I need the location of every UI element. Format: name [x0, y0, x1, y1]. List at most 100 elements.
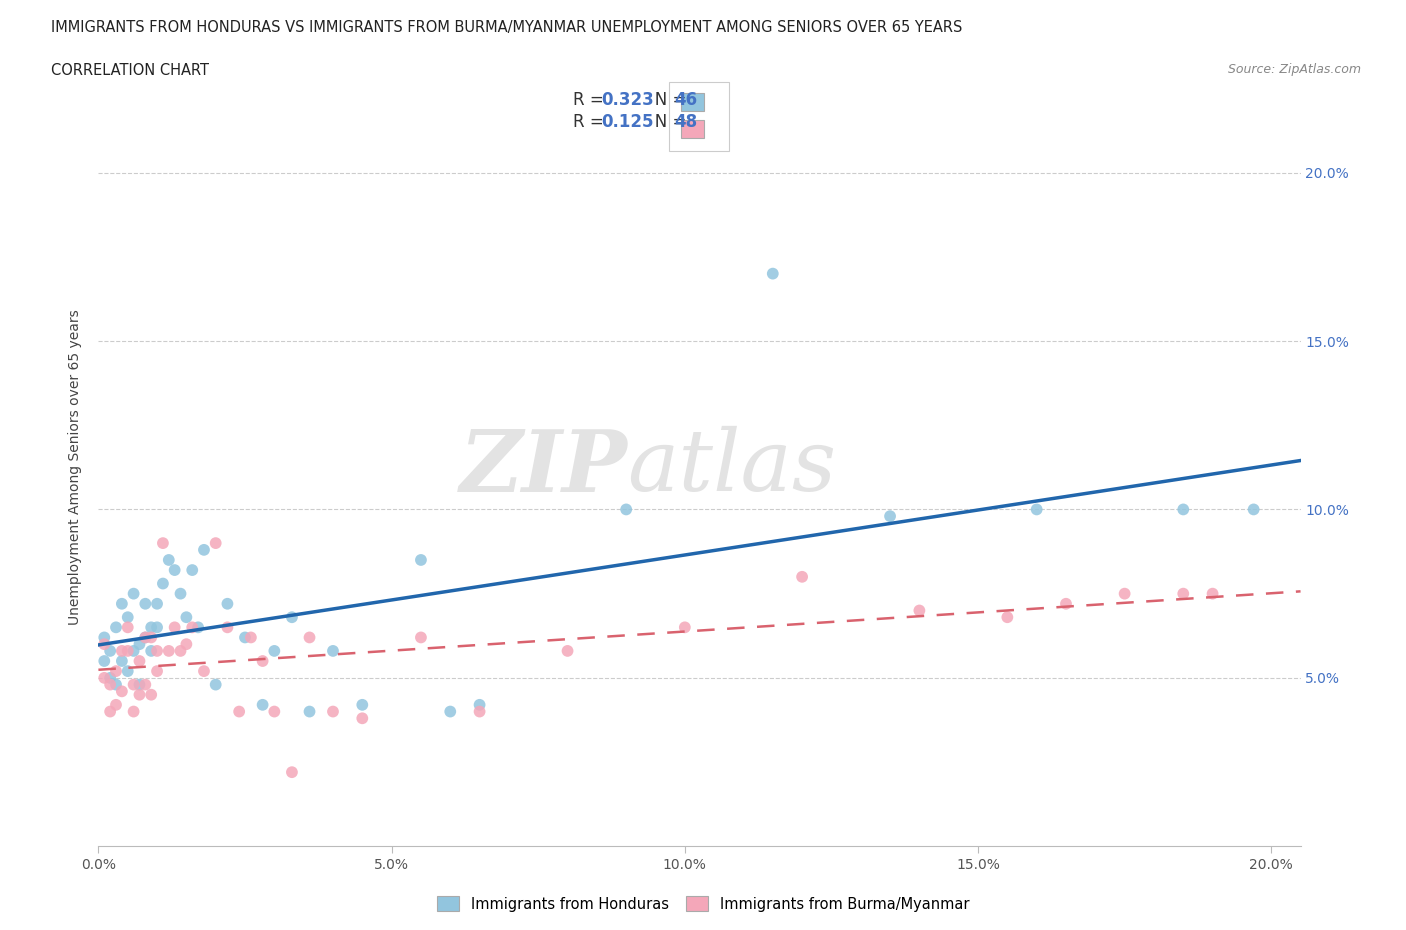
Point [908, 603, 931, 618]
Point [141, 644, 163, 658]
Point [1114, 586, 1136, 601]
Point [141, 620, 163, 635]
Point [134, 596, 156, 611]
Point [239, 630, 262, 644]
Point [122, 677, 145, 692]
Point [1243, 502, 1265, 517]
Point [169, 586, 191, 601]
Point [762, 266, 785, 281]
Point [163, 563, 186, 578]
Point [93, 654, 115, 669]
Point [105, 698, 128, 712]
Point [117, 620, 139, 635]
Point [141, 687, 163, 702]
Point [468, 698, 491, 712]
Point [217, 620, 239, 635]
Point [352, 711, 374, 725]
Point [352, 698, 374, 712]
Point [146, 596, 169, 611]
Point [233, 630, 256, 644]
Point [128, 637, 150, 652]
Point [439, 704, 461, 719]
Point [879, 509, 901, 524]
Legend: Immigrants from Honduras, Immigrants from Burma/Myanmar: Immigrants from Honduras, Immigrants fro… [430, 889, 976, 919]
Point [790, 569, 813, 584]
Point [141, 630, 163, 644]
Point [111, 644, 134, 658]
Point [98, 644, 121, 658]
Text: 46: 46 [675, 91, 697, 109]
Point [322, 704, 344, 719]
Point [111, 684, 134, 698]
Text: R =: R = [574, 91, 609, 109]
Text: ZIP: ZIP [460, 426, 627, 509]
Point [93, 630, 115, 644]
Point [105, 664, 128, 679]
Point [146, 644, 169, 658]
Point [105, 677, 128, 692]
Point [157, 552, 180, 567]
Text: IMMIGRANTS FROM HONDURAS VS IMMIGRANTS FROM BURMA/MYANMAR UNEMPLOYMENT AMONG SEN: IMMIGRANTS FROM HONDURAS VS IMMIGRANTS F… [51, 20, 962, 35]
Text: 0.125: 0.125 [600, 113, 654, 131]
Point [105, 620, 128, 635]
Point [1173, 502, 1195, 517]
Point [252, 654, 274, 669]
Text: 48: 48 [675, 113, 697, 131]
Point [181, 620, 204, 635]
Point [152, 536, 174, 551]
Point [281, 764, 304, 779]
Point [111, 654, 134, 669]
Point [468, 704, 491, 719]
Point [1025, 502, 1047, 517]
Point [298, 704, 321, 719]
Point [117, 664, 139, 679]
Point [673, 620, 696, 635]
Point [128, 654, 150, 669]
Point [152, 576, 174, 591]
Point [122, 644, 145, 658]
Point [93, 671, 115, 685]
Point [157, 644, 180, 658]
Point [995, 610, 1018, 625]
Point [409, 630, 432, 644]
Point [176, 610, 198, 625]
Legend: , : , [669, 82, 730, 151]
Text: 0.323: 0.323 [600, 91, 654, 109]
Text: atlas: atlas [627, 426, 837, 509]
Point [176, 637, 198, 652]
Point [409, 552, 432, 567]
Point [263, 704, 285, 719]
Point [228, 704, 250, 719]
Y-axis label: Unemployment Among Seniors over 65 years: Unemployment Among Seniors over 65 years [69, 310, 83, 625]
Point [93, 637, 115, 652]
Point [98, 677, 121, 692]
Point [252, 698, 274, 712]
Point [146, 620, 169, 635]
Point [134, 677, 156, 692]
Text: CORRELATION CHART: CORRELATION CHART [51, 63, 208, 78]
Point [98, 704, 121, 719]
Point [204, 677, 226, 692]
Point [169, 644, 191, 658]
Point [117, 610, 139, 625]
Point [193, 664, 215, 679]
Text: R =: R = [574, 113, 609, 131]
Text: Source: ZipAtlas.com: Source: ZipAtlas.com [1227, 63, 1361, 76]
Point [263, 644, 285, 658]
Point [134, 630, 156, 644]
Text: N =: N = [640, 113, 692, 131]
Point [1054, 596, 1077, 611]
Point [163, 620, 186, 635]
Point [181, 563, 204, 578]
Point [298, 630, 321, 644]
Point [1173, 586, 1195, 601]
Point [322, 644, 344, 658]
Point [98, 671, 121, 685]
Point [122, 704, 145, 719]
Point [281, 610, 304, 625]
Point [128, 687, 150, 702]
Point [117, 644, 139, 658]
Point [614, 502, 637, 517]
Point [187, 620, 209, 635]
Point [146, 664, 169, 679]
